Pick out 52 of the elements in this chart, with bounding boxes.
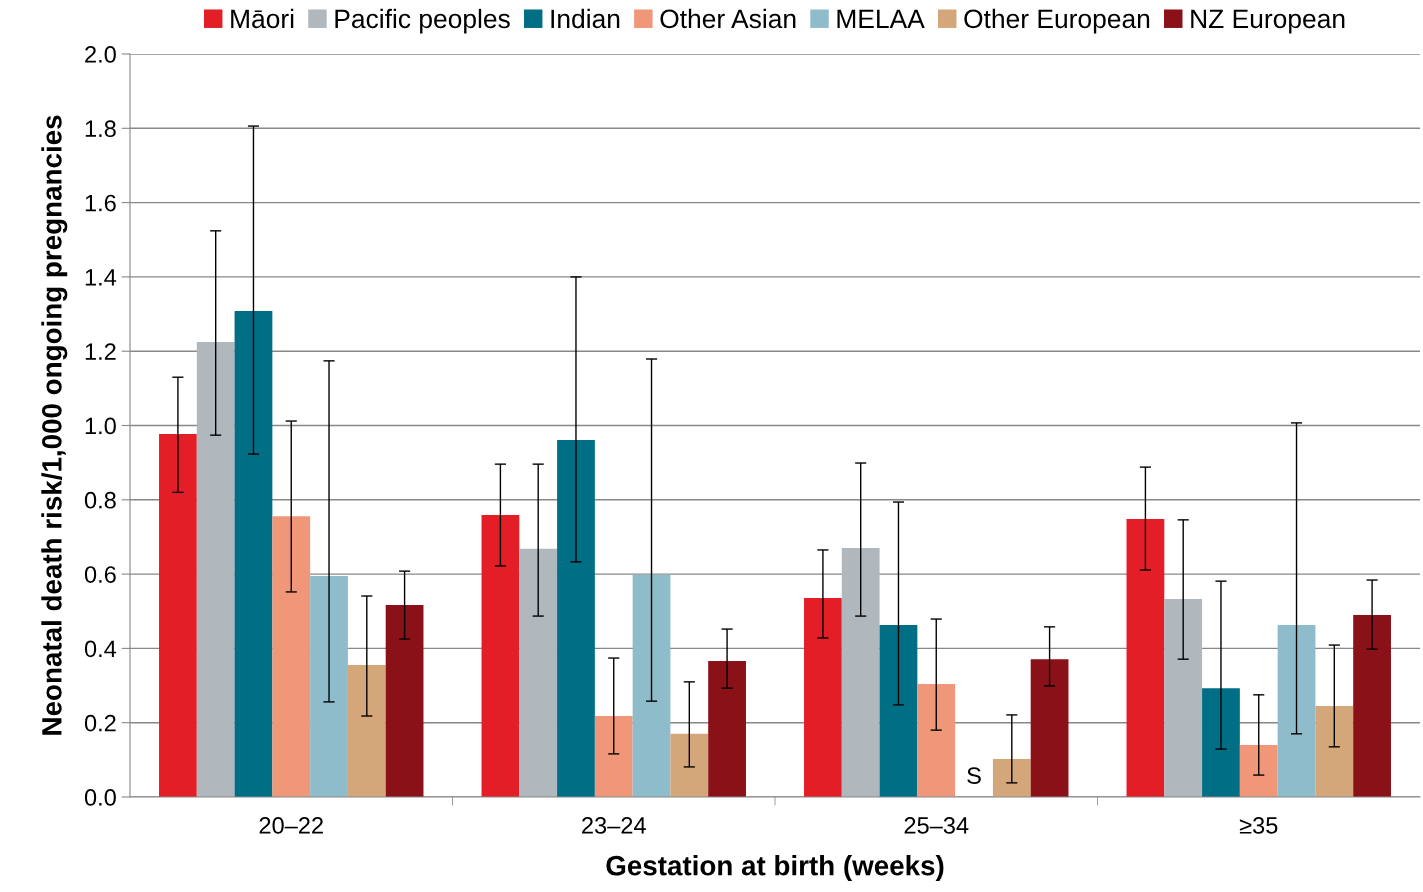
bar bbox=[841, 548, 880, 797]
x-tick-label: ≥35 bbox=[1239, 817, 1278, 834]
x-tick-label: 23–24 bbox=[582, 817, 646, 834]
bar bbox=[708, 661, 746, 797]
bar bbox=[385, 604, 424, 797]
x-axis-title: Gestation at birth (weeks) bbox=[606, 855, 944, 882]
bar bbox=[1202, 688, 1240, 797]
bar bbox=[272, 516, 311, 797]
bar bbox=[632, 574, 671, 797]
y-tick-label: 2.0 bbox=[85, 46, 116, 63]
bar bbox=[670, 733, 709, 797]
y-tick-label: 0.6 bbox=[84, 566, 116, 583]
bar bbox=[196, 341, 235, 797]
bar bbox=[1353, 614, 1391, 797]
bar bbox=[159, 434, 197, 797]
legend-label: NZ European bbox=[1191, 9, 1345, 34]
legend-label: Pacific peoples bbox=[335, 8, 510, 34]
legend-label: Māori bbox=[231, 8, 294, 29]
y-tick-label: 0.0 bbox=[84, 789, 116, 806]
x-tick-label: 25–34 bbox=[904, 817, 969, 834]
bar bbox=[594, 716, 633, 797]
bar bbox=[992, 759, 1031, 797]
y-axis-title: Neonatal death risk/1,000 ongoing pregnancies bbox=[41, 115, 68, 735]
legend-label: Other Asian bbox=[660, 8, 796, 29]
bar bbox=[557, 439, 595, 797]
bar bbox=[1030, 659, 1069, 797]
legend-label: Other European bbox=[964, 8, 1150, 34]
bar bbox=[804, 597, 842, 797]
annotation: S bbox=[967, 767, 981, 784]
bar bbox=[234, 311, 273, 797]
bar bbox=[1277, 625, 1316, 797]
bar bbox=[347, 665, 386, 797]
bar bbox=[481, 515, 520, 797]
legend-label: Indian bbox=[551, 8, 620, 29]
y-tick-label: 0.4 bbox=[84, 640, 117, 658]
y-tick-label: 1.4 bbox=[85, 269, 117, 286]
bar bbox=[917, 684, 956, 797]
y-tick-label: 1.6 bbox=[85, 194, 116, 212]
x-tick-label: 20–22 bbox=[259, 817, 323, 834]
bar bbox=[1164, 598, 1203, 797]
y-tick-label: 0.8 bbox=[84, 491, 116, 509]
y-tick-label: 0.2 bbox=[84, 714, 116, 732]
bar bbox=[1315, 705, 1354, 797]
bar bbox=[1239, 744, 1278, 797]
bar bbox=[1126, 519, 1165, 797]
y-tick-label: 1.0 bbox=[85, 417, 116, 435]
y-tick-label: 1.2 bbox=[85, 343, 116, 360]
bar bbox=[879, 625, 918, 797]
bar bbox=[519, 548, 558, 797]
y-tick-label: 1.8 bbox=[85, 120, 116, 138]
bar bbox=[310, 575, 348, 797]
legend-label: MELAA bbox=[837, 9, 925, 28]
